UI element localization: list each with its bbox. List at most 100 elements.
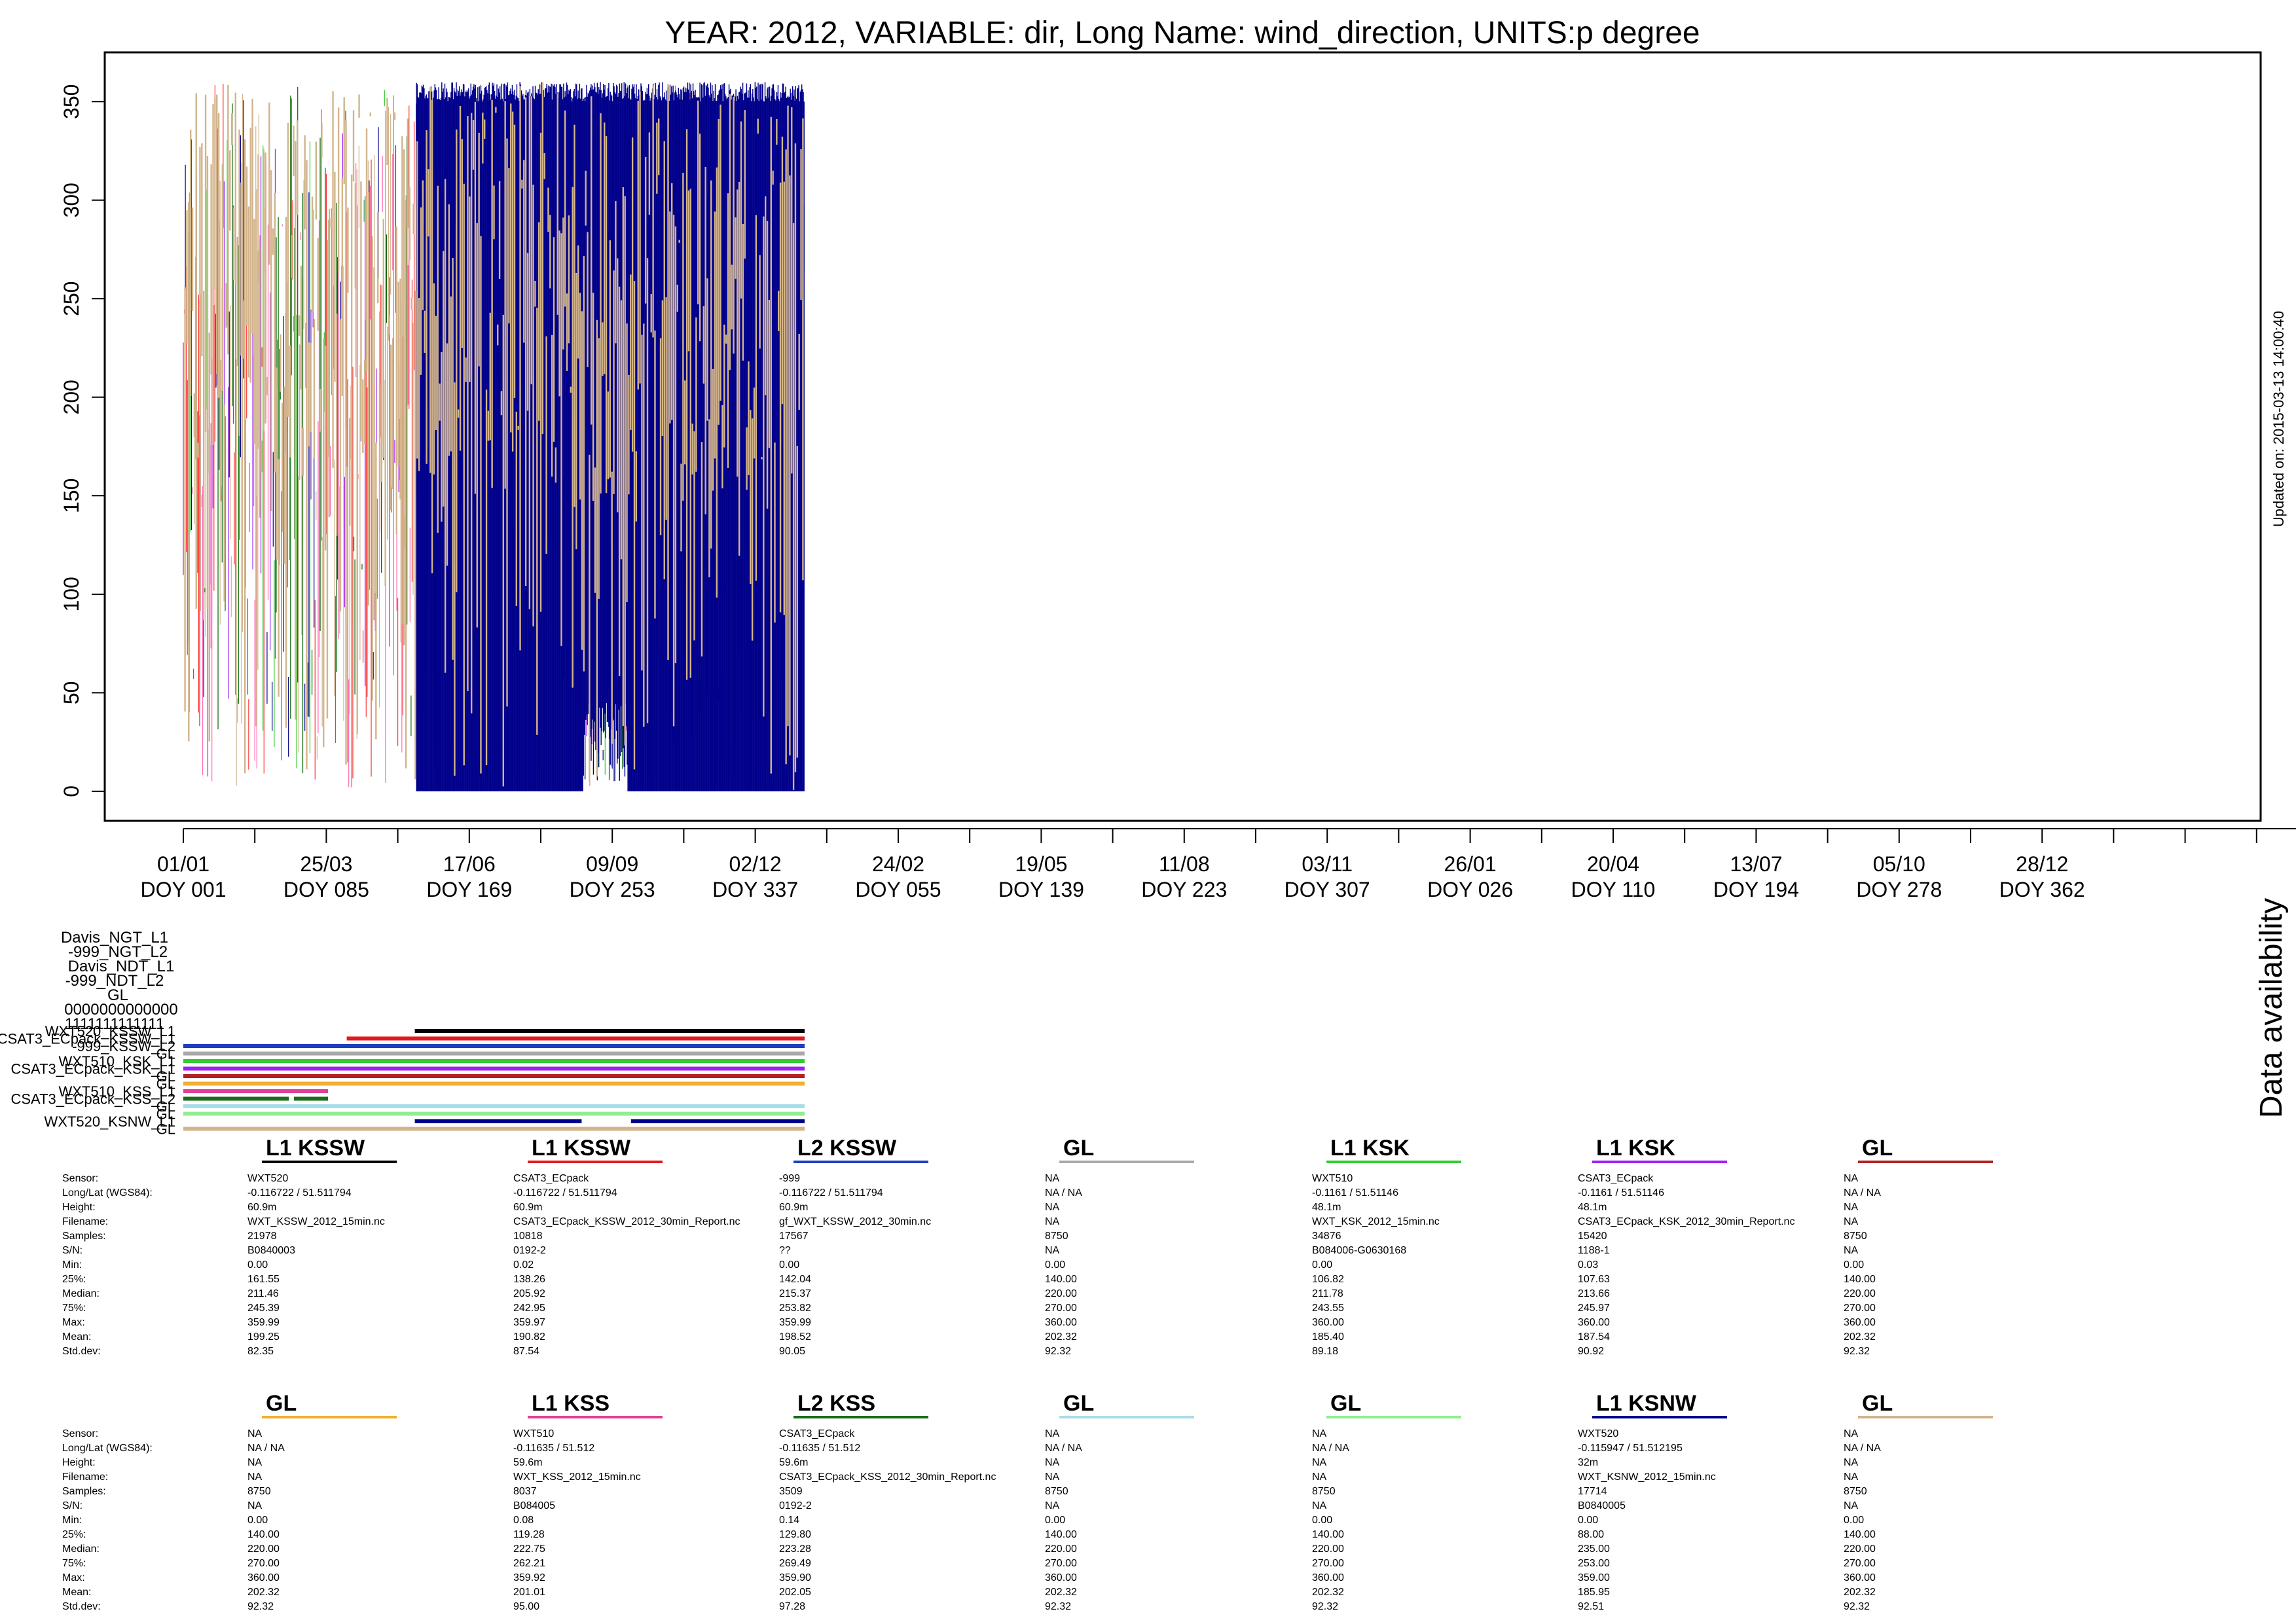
stat-value: 359.97 [513, 1317, 545, 1328]
x-tick-date-label: 26/01 [1444, 852, 1497, 876]
stat-value: 21978 [247, 1231, 277, 1242]
x-tick-date-label: 25/03 [300, 852, 352, 876]
stat-value: 360.00 [1045, 1317, 1077, 1328]
stat-value: 92.32 [1045, 1601, 1071, 1612]
stat-value: 140.00 [247, 1529, 280, 1540]
stat-value: NA [1844, 1173, 1859, 1184]
stat-value: 17714 [1578, 1486, 1607, 1497]
stat-value: NA [1312, 1457, 1327, 1468]
stat-value: 129.80 [779, 1529, 811, 1540]
stat-label: Min: [62, 1515, 82, 1526]
stat-value: CSAT3_ECpack_KSK_2012_30min_Report.nc [1578, 1216, 1795, 1227]
stat-value: 10818 [513, 1231, 543, 1242]
stat-value: -0.11635 / 51.512 [513, 1443, 594, 1454]
y-tick-label: 100 [60, 577, 83, 611]
stat-value: 119.28 [513, 1529, 545, 1540]
updated-timestamp: Updated on: 2015-03-13 14:00:40 [2270, 311, 2287, 527]
stat-value: 59.6m [513, 1457, 542, 1468]
stat-value: NA [1312, 1500, 1327, 1511]
x-tick-date-label: 28/12 [2016, 852, 2068, 876]
stat-value: 8750 [1045, 1486, 1068, 1497]
stat-value: 0.00 [779, 1259, 799, 1271]
stat-label: Std.dev: [62, 1601, 101, 1612]
stat-value: B084006-G0630168 [1312, 1245, 1406, 1256]
stat-label: Mean: [62, 1331, 91, 1343]
stat-value: 198.52 [779, 1331, 811, 1343]
stat-value: -0.116722 / 51.511794 [779, 1187, 883, 1199]
stat-value: 202.32 [1045, 1587, 1077, 1598]
stat-value: 190.82 [513, 1331, 545, 1343]
stats-column-title: L1 KSSW [266, 1136, 365, 1161]
stat-label: Filename: [62, 1216, 108, 1227]
stat-value: 0192-2 [513, 1245, 546, 1256]
stat-value: ?? [779, 1245, 791, 1256]
availability-row-label: GL [156, 1121, 175, 1138]
stat-value: 15420 [1578, 1231, 1607, 1242]
stat-label: S/N: [62, 1245, 82, 1256]
x-tick-doy-label: DOY 026 [1427, 878, 1513, 901]
stat-value: CSAT3_ECpack [779, 1428, 855, 1439]
stat-value: NA [1045, 1471, 1060, 1483]
stat-value: 211.78 [1312, 1288, 1343, 1299]
x-tick-date-label: 13/07 [1730, 852, 1782, 876]
stat-value: 359.99 [779, 1317, 811, 1328]
stat-value: 360.00 [1045, 1572, 1077, 1583]
stat-value: 270.00 [247, 1558, 280, 1569]
stat-value: NA [247, 1471, 263, 1483]
stat-value: NA [247, 1500, 263, 1511]
stat-value: WXT_KSK_2012_15min.nc [1312, 1216, 1440, 1227]
stat-value: 220.00 [1045, 1543, 1077, 1555]
availability-panel: WXT520_KSSW_L1CSAT3_ECpack_KSSW_L1-999_K… [0, 929, 805, 1138]
stat-label: Samples: [62, 1231, 106, 1242]
stat-value: B0840003 [247, 1245, 295, 1256]
stat-value: 359.00 [1578, 1572, 1610, 1583]
y-tick-label: 50 [60, 681, 83, 705]
stat-value: NA [1045, 1173, 1060, 1184]
y-tick-label: 0 [60, 785, 83, 797]
stat-value: 360.00 [1312, 1572, 1344, 1583]
stat-value: -0.115947 / 51.512195 [1578, 1443, 1683, 1454]
stat-value: 161.55 [247, 1274, 280, 1285]
stat-value: 1188-1 [1578, 1245, 1610, 1256]
x-tick-date-label: 02/12 [729, 852, 782, 876]
stat-label: Mean: [62, 1587, 91, 1598]
stat-value: 3509 [779, 1486, 803, 1497]
stat-value: 95.00 [513, 1601, 539, 1612]
stat-value: gf_WXT_KSSW_2012_30min.nc [779, 1216, 931, 1227]
stat-value: 360.00 [247, 1572, 280, 1583]
stat-value: NA [1312, 1471, 1327, 1483]
stat-label: Height: [62, 1457, 96, 1468]
stat-value: 270.00 [1844, 1303, 1876, 1314]
stat-value: 245.97 [1578, 1303, 1610, 1314]
chart-title: YEAR: 2012, VARIABLE: dir, Long Name: wi… [665, 16, 1700, 50]
y-tick-label: 150 [60, 478, 83, 513]
stat-value: NA [1045, 1245, 1060, 1256]
stat-label: Filename: [62, 1471, 108, 1483]
stat-value: 32m [1578, 1457, 1598, 1468]
x-tick-date-label: 05/10 [1873, 852, 1925, 876]
stat-value: NA / NA [1045, 1443, 1082, 1454]
stat-value: NA [247, 1457, 263, 1468]
stat-value: B0840005 [1578, 1500, 1626, 1511]
stat-value: 8750 [1844, 1231, 1867, 1242]
y-tick-label: 350 [60, 84, 83, 119]
stat-label: S/N: [62, 1500, 82, 1511]
stat-value: 90.92 [1578, 1346, 1604, 1357]
stats-column-title: L1 KSNW [1596, 1391, 1697, 1416]
availability-extra-label: 0000000000000 [64, 1001, 178, 1019]
stat-label: Std.dev: [62, 1346, 101, 1357]
stat-value: 211.46 [247, 1288, 279, 1299]
stats-column-title: GL [266, 1391, 297, 1416]
stat-value: 185.40 [1312, 1331, 1344, 1343]
stat-value: WXT520 [1578, 1428, 1618, 1439]
availability-extra-label: Davis_NDT_L1 [68, 958, 175, 975]
stat-label: 75%: [62, 1558, 86, 1569]
stat-value: 359.90 [779, 1572, 811, 1583]
stat-value: 0.00 [1578, 1515, 1598, 1526]
stat-label: 75%: [62, 1303, 86, 1314]
stat-value: 82.35 [247, 1346, 274, 1357]
stat-value: NA [1844, 1202, 1859, 1213]
stat-value: 270.00 [1844, 1558, 1876, 1569]
availability-row-label: WXT520_KSNW_L1 [44, 1113, 175, 1130]
stat-value: 215.37 [779, 1288, 811, 1299]
